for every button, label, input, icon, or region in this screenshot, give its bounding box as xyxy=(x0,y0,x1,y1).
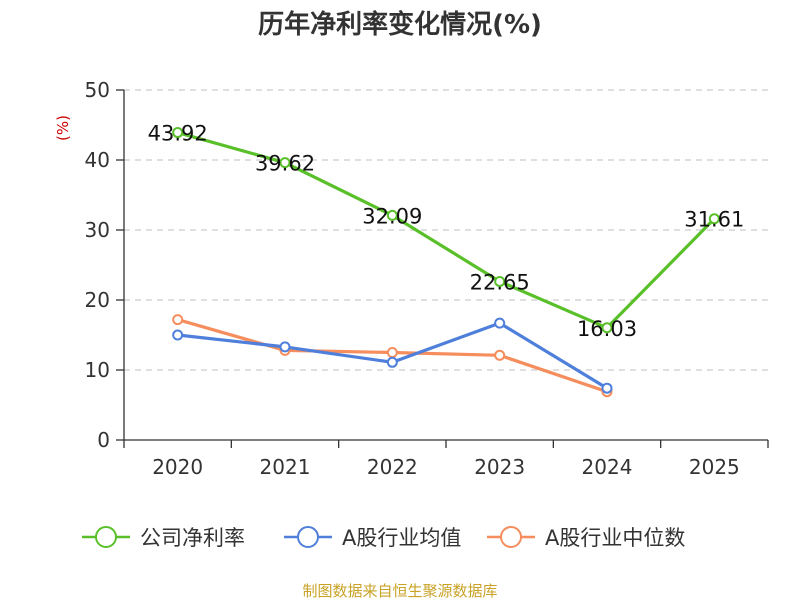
y-tick-label-40: 40 xyxy=(85,148,110,172)
y-tick-label-0: 0 xyxy=(97,428,110,452)
series-0-point-2022 xyxy=(386,209,398,221)
series-1-point-2021 xyxy=(279,341,291,353)
legend-label-1: A股行业均值 xyxy=(342,526,461,550)
source-note: 制图数据来自恒生聚源数据库 xyxy=(302,582,497,600)
grid-lines xyxy=(124,89,768,371)
series-0-point-2025 xyxy=(708,213,720,225)
y-tick-label-10: 10 xyxy=(85,358,110,382)
series-1-point-2023 xyxy=(494,317,506,329)
x-tick-label-2022: 2022 xyxy=(367,455,418,479)
y-tick-label-20: 20 xyxy=(85,288,110,312)
chart-title: 历年净利率变化情况(%) xyxy=(258,9,542,40)
legend-label-2: A股行业中位数 xyxy=(545,526,685,550)
data-label-2025: 31.61 xyxy=(684,208,744,232)
x-axis-ticks: 2020 2021 2022 2023 2024 2025 xyxy=(123,440,769,479)
series-0-point-2024 xyxy=(601,322,613,334)
legend-marker-2 xyxy=(500,526,522,548)
series-2-point-2020 xyxy=(172,314,184,326)
x-tick-label-2024: 2024 xyxy=(582,455,633,479)
y-axis-unit: (%) xyxy=(54,115,72,141)
series-1-point-2024 xyxy=(601,382,613,394)
data-label-2024: 16.03 xyxy=(577,317,637,341)
data-labels: 43.92 39.62 32.09 22.65 16.03 31.61 xyxy=(148,122,745,341)
y-tick-label-30: 30 xyxy=(85,218,110,242)
x-tick-label-2020: 2020 xyxy=(152,455,203,479)
series-0-point-2021 xyxy=(279,157,291,169)
series-2-point-2022 xyxy=(386,347,398,358)
legend-marker-1 xyxy=(297,526,319,548)
legend: 公司净利率 A股行业均值 A股行业中位数 xyxy=(82,526,685,550)
data-label-2020: 43.92 xyxy=(148,122,208,146)
series-group xyxy=(172,127,720,398)
y-tick-label-50: 50 xyxy=(85,78,110,102)
series-1-point-2020 xyxy=(172,329,184,341)
series-1-point-2022 xyxy=(386,356,398,368)
axes xyxy=(123,90,768,441)
data-label-2022: 32.09 xyxy=(362,204,422,228)
series-0-point-2020 xyxy=(172,127,184,139)
data-label-2023: 22.65 xyxy=(470,270,530,294)
data-label-2021: 39.62 xyxy=(255,152,315,176)
series-2-point-2023 xyxy=(494,349,506,361)
x-tick-label-2025: 2025 xyxy=(689,455,740,479)
series-0-point-2023 xyxy=(494,275,506,287)
legend-marker-0 xyxy=(95,526,117,548)
series-line-0 xyxy=(176,130,716,330)
x-tick-label-2023: 2023 xyxy=(474,455,525,479)
legend-label-0: 公司净利率 xyxy=(140,526,245,550)
y-axis-ticks: 0 10 20 30 40 50 xyxy=(85,78,124,452)
x-tick-label-2021: 2021 xyxy=(260,455,311,479)
